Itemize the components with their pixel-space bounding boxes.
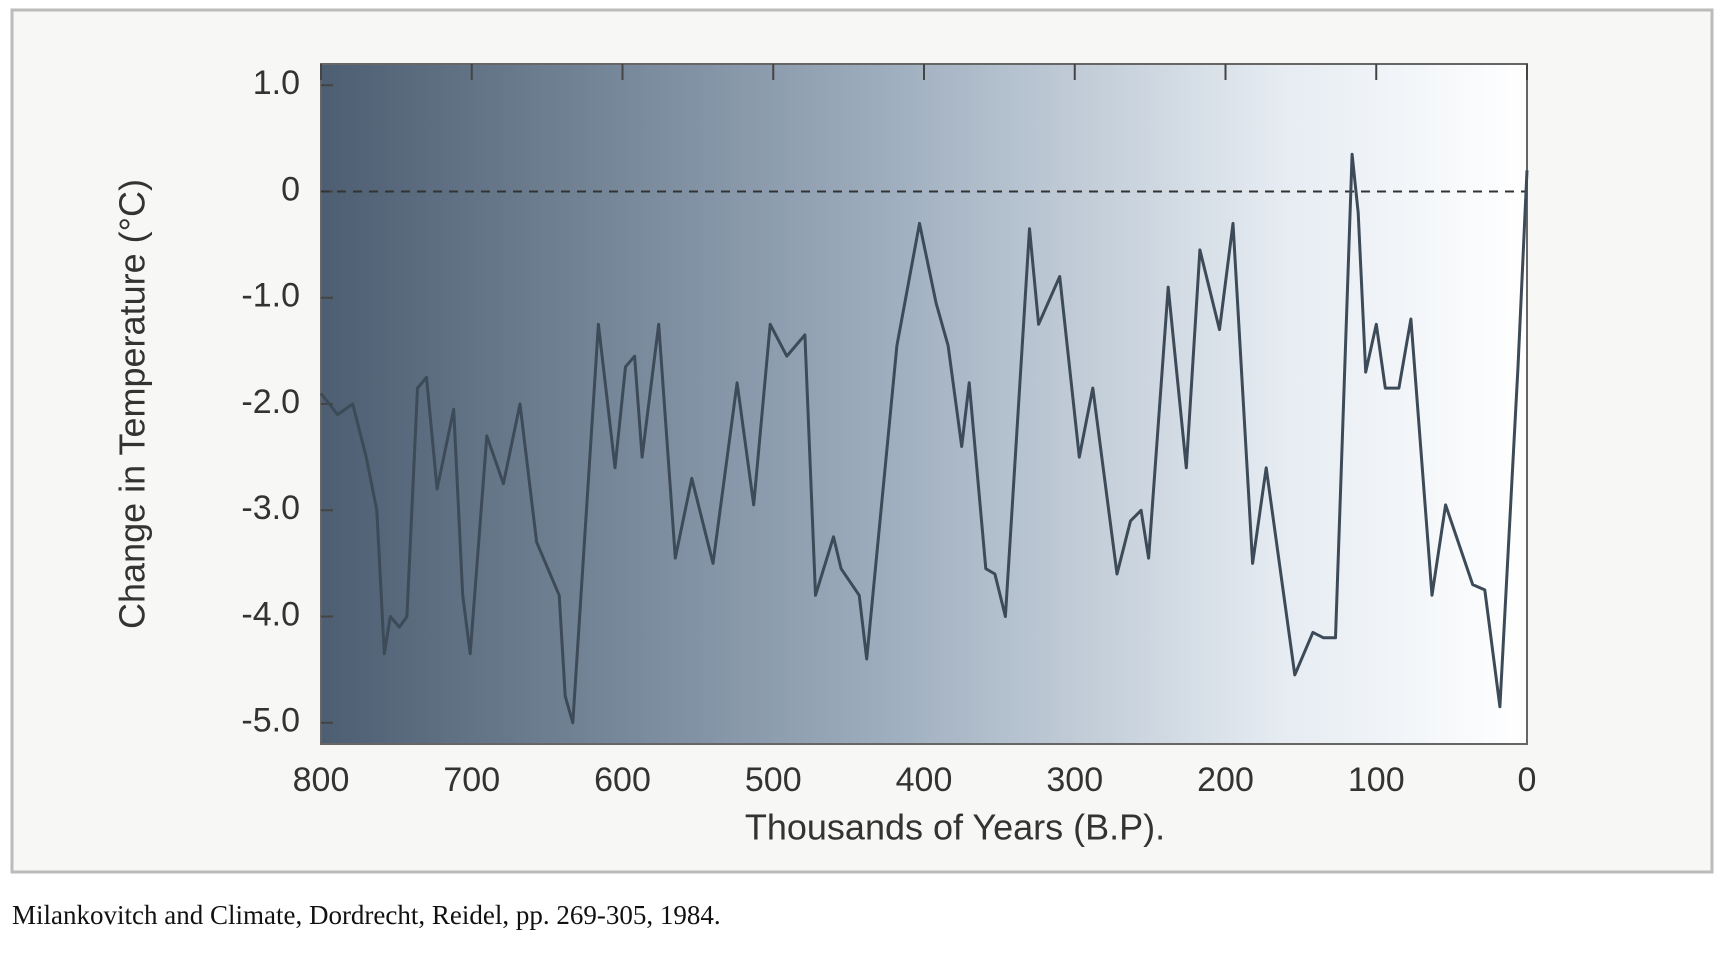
plot-area (320, 63, 1528, 745)
y-tick-label: 1.0 (253, 64, 300, 102)
x-tick-label: 800 (293, 761, 350, 799)
y-tick-label: -3.0 (241, 489, 300, 527)
y-tick-label: -2.0 (241, 383, 300, 421)
caption: Milankovitch and Climate, Dordrecht, Rei… (12, 900, 721, 930)
y-tick-label: 0 (281, 170, 300, 208)
x-tick-label: 400 (896, 761, 953, 799)
y-tick-label: -5.0 (241, 702, 300, 740)
x-axis-label: Thousands of Years (B.P). (745, 807, 1165, 848)
x-tick-label: 100 (1348, 761, 1405, 799)
x-tick-label: 600 (594, 761, 651, 799)
x-tick-label: 500 (745, 761, 802, 799)
x-tick-label: 0 (1518, 761, 1537, 799)
x-tick-label: 300 (1046, 761, 1103, 799)
x-tick-label: 700 (443, 761, 500, 799)
x-tick-label: 200 (1197, 761, 1254, 799)
y-tick-label: -1.0 (241, 277, 300, 315)
data-line (319, 152, 1529, 725)
y-axis-label: Change in Temperature (°C) (112, 179, 153, 629)
y-tick-label: -4.0 (241, 595, 300, 633)
